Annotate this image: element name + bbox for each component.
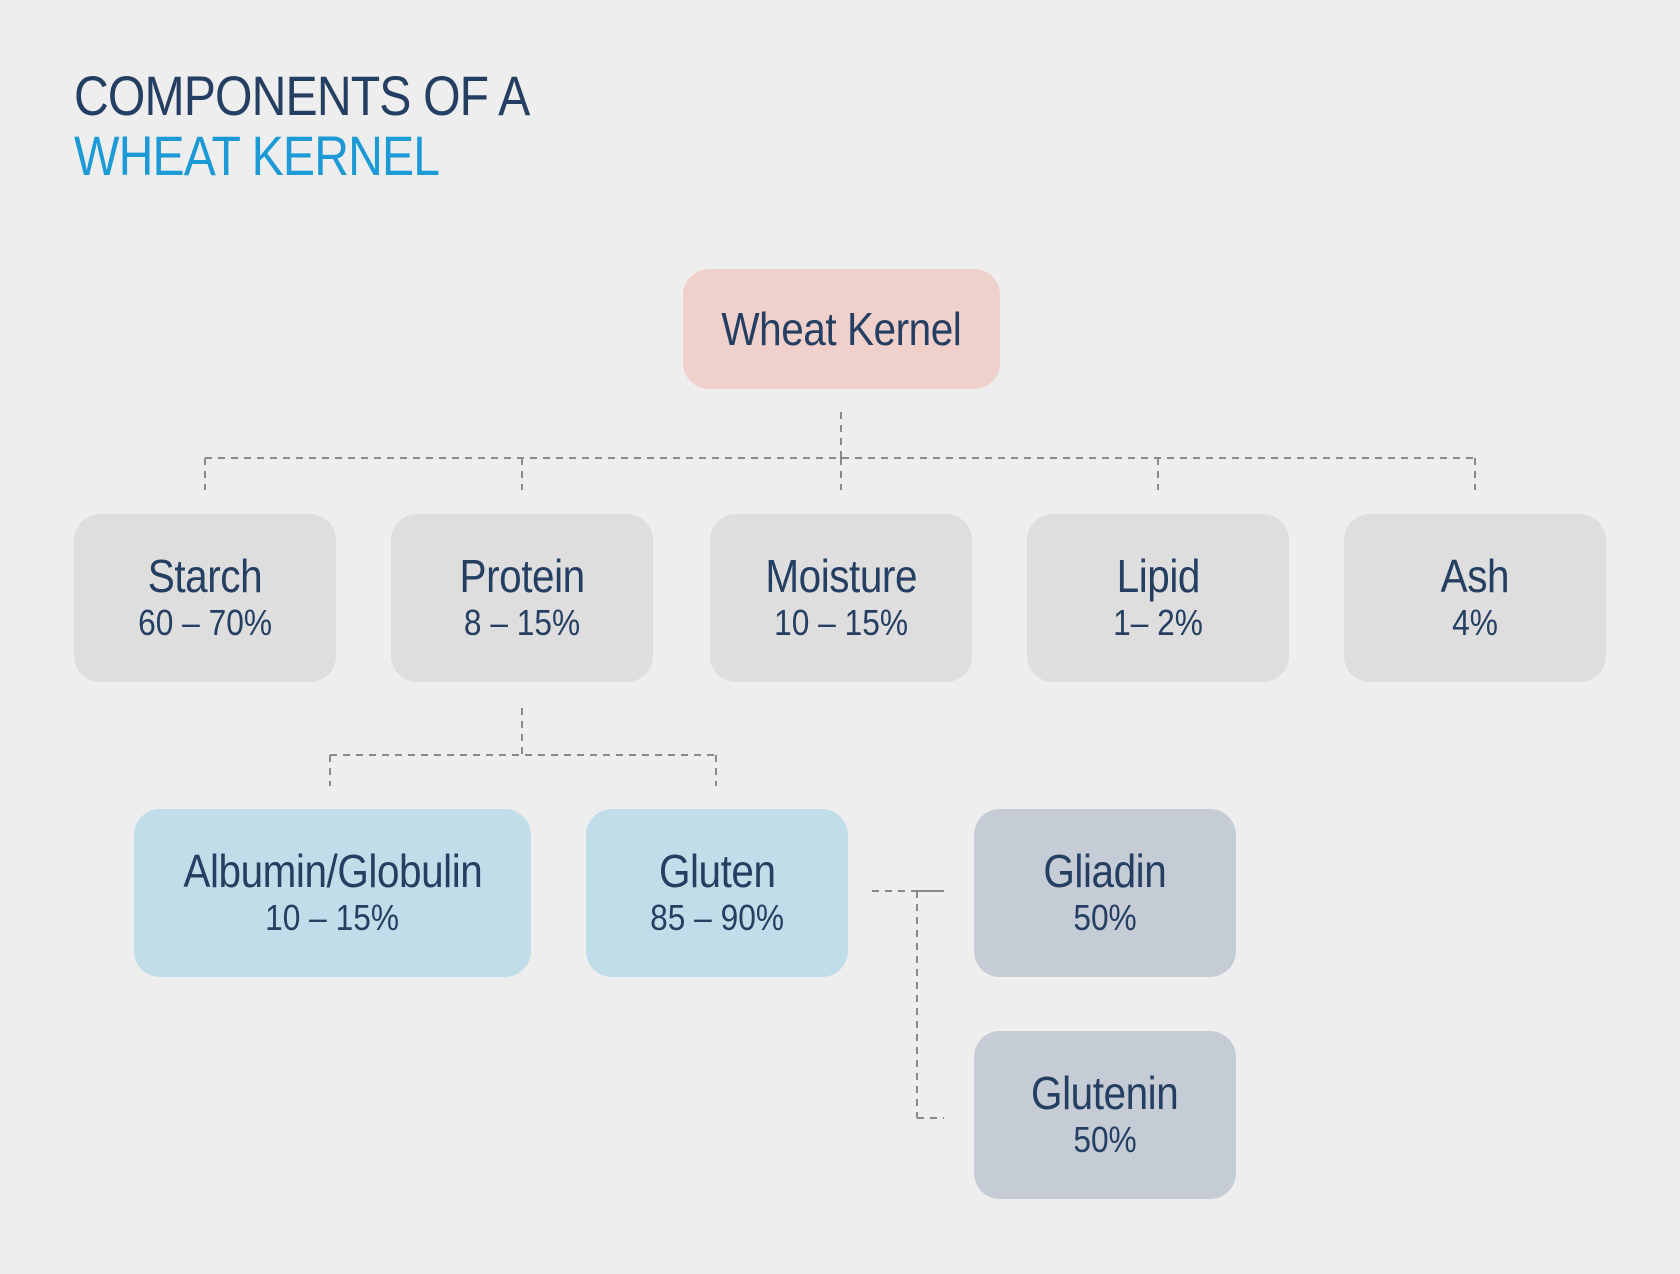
title-line-2: WHEAT KERNEL [74, 124, 440, 187]
node-label: Gluten [658, 845, 776, 897]
node-protein: Protein 8 – 15% [391, 514, 653, 682]
node-label: Gliadin [1043, 845, 1167, 897]
node-value: 10 – 15% [265, 897, 400, 938]
node-lipid: Lipid 1– 2% [1027, 514, 1289, 682]
node-gluten: Gluten 85 – 90% [586, 809, 848, 977]
node-gliadin: Gliadin 50% [974, 809, 1236, 977]
node-label: Moisture [765, 550, 917, 602]
node-label: Glutenin [1031, 1067, 1179, 1119]
node-moisture: Moisture 10 – 15% [710, 514, 972, 682]
node-label: Protein [459, 550, 585, 602]
node-value: 10 – 15% [774, 602, 908, 643]
node-ash: Ash 4% [1344, 514, 1606, 682]
node-value: 4% [1452, 602, 1498, 643]
node-label: Ash [1440, 550, 1510, 602]
diagram-title: COMPONENTS OF A WHEAT KERNEL [74, 64, 530, 187]
node-value: 60 – 70% [138, 602, 272, 643]
node-starch: Starch 60 – 70% [74, 514, 336, 682]
node-label: Lipid [1116, 550, 1200, 602]
node-value: 50% [1073, 1119, 1137, 1160]
node-wheat-kernel: Wheat Kernel [683, 269, 1000, 389]
node-value: 85 – 90% [650, 897, 784, 938]
node-value: 8 – 15% [463, 602, 581, 643]
node-albumin-globulin: Albumin/Globulin 10 – 15% [134, 809, 531, 977]
title-line-1: COMPONENTS OF A [74, 64, 530, 127]
node-label: Starch [147, 550, 263, 602]
node-label: Wheat Kernel [721, 303, 962, 355]
node-glutenin: Glutenin 50% [974, 1031, 1236, 1199]
node-value: 1– 2% [1113, 602, 1203, 643]
node-label: Albumin/Globulin [183, 845, 482, 897]
node-value: 50% [1073, 897, 1137, 938]
